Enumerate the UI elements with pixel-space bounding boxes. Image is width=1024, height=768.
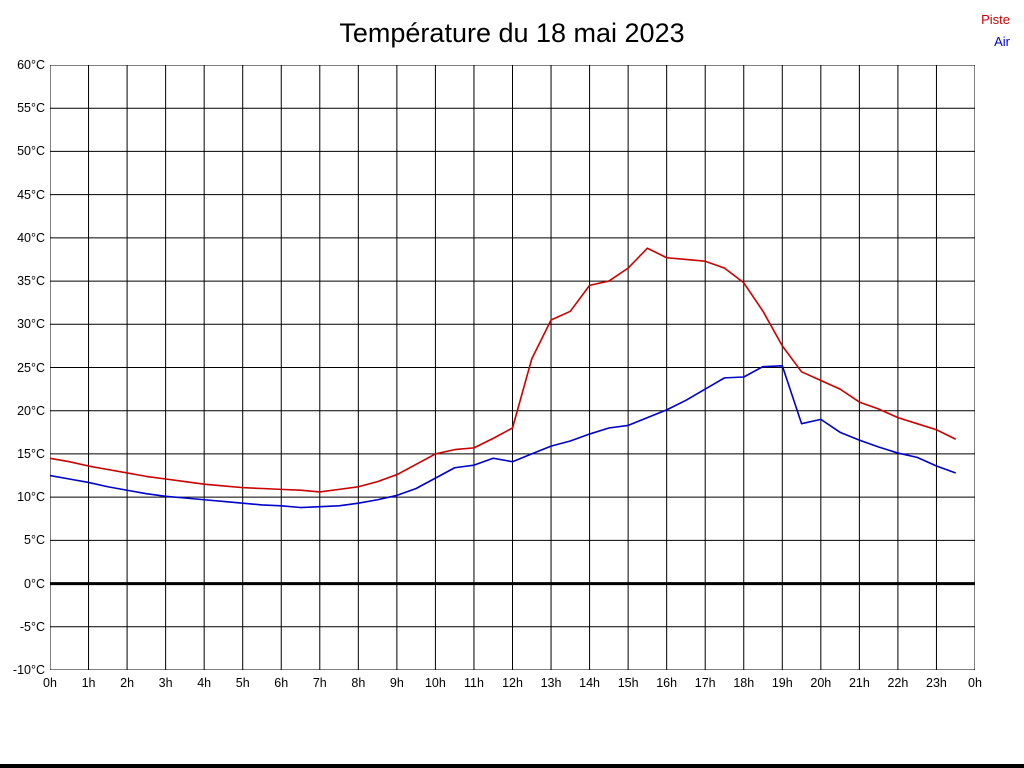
x-tick-label: 20h: [810, 676, 832, 690]
x-tick-label: 2h: [120, 676, 135, 690]
x-tick-label: 17h: [694, 676, 716, 690]
y-tick-label: 55°C: [17, 101, 45, 116]
y-tick-label: 15°C: [17, 446, 45, 461]
x-tick-label: 21h: [848, 676, 870, 690]
y-tick-label: 45°C: [17, 187, 45, 202]
x-tick-label: 5h: [235, 676, 250, 690]
x-tick-label: 9h: [389, 676, 404, 690]
bottom-border: [0, 764, 1024, 768]
x-tick-label: 11h: [463, 676, 484, 690]
y-tick-label: 40°C: [17, 230, 45, 245]
x-tick-label: 8h: [351, 676, 366, 690]
y-tick-label: 5°C: [24, 533, 45, 548]
x-tick-label: 12h: [502, 676, 523, 690]
chart-title: Température du 18 mai 2023: [339, 18, 685, 48]
plot-area: [50, 65, 975, 670]
y-tick-label: -10°C: [12, 663, 45, 677]
series-piste-line: [50, 247, 957, 493]
x-tick-label: 18h: [733, 676, 755, 690]
x-tick-label: 14h: [579, 676, 601, 690]
legend: Piste Air: [981, 12, 1010, 49]
x-tick-label: 15h: [617, 676, 639, 690]
series-air-line: [50, 364, 956, 509]
x-tick-label: 16h: [656, 676, 678, 690]
legend-piste: Piste: [981, 12, 1010, 27]
y-tick-label: 0°C: [24, 576, 45, 591]
legend-air: Air: [994, 34, 1010, 49]
x-tick-label: 19h: [771, 676, 793, 690]
x-tick-label: 13h: [540, 676, 562, 690]
y-tick-label: 25°C: [17, 360, 45, 375]
y-tick-label: 20°C: [17, 403, 45, 418]
y-tick-label: 10°C: [17, 490, 45, 505]
x-tick-label: 23h: [926, 676, 947, 690]
y-tick-label: 50°C: [17, 144, 45, 159]
x-tick-label: 3h: [158, 676, 173, 690]
x-tick-label: 4h: [197, 676, 212, 690]
y-tick-label: -5°C: [19, 619, 45, 634]
y-tick-label: 30°C: [17, 317, 45, 332]
x-tick-label: 1h: [81, 676, 96, 690]
y-tick-label: 60°C: [17, 58, 45, 72]
x-tick-label: 10h: [424, 676, 446, 690]
x-tick-label: 0h: [968, 676, 982, 690]
x-tick-label: 22h: [887, 676, 909, 690]
x-tick-label: 0h: [43, 676, 57, 690]
y-tick-label: 35°C: [17, 274, 45, 289]
x-tick-label: 6h: [274, 676, 289, 690]
x-tick-label: 7h: [312, 676, 327, 690]
